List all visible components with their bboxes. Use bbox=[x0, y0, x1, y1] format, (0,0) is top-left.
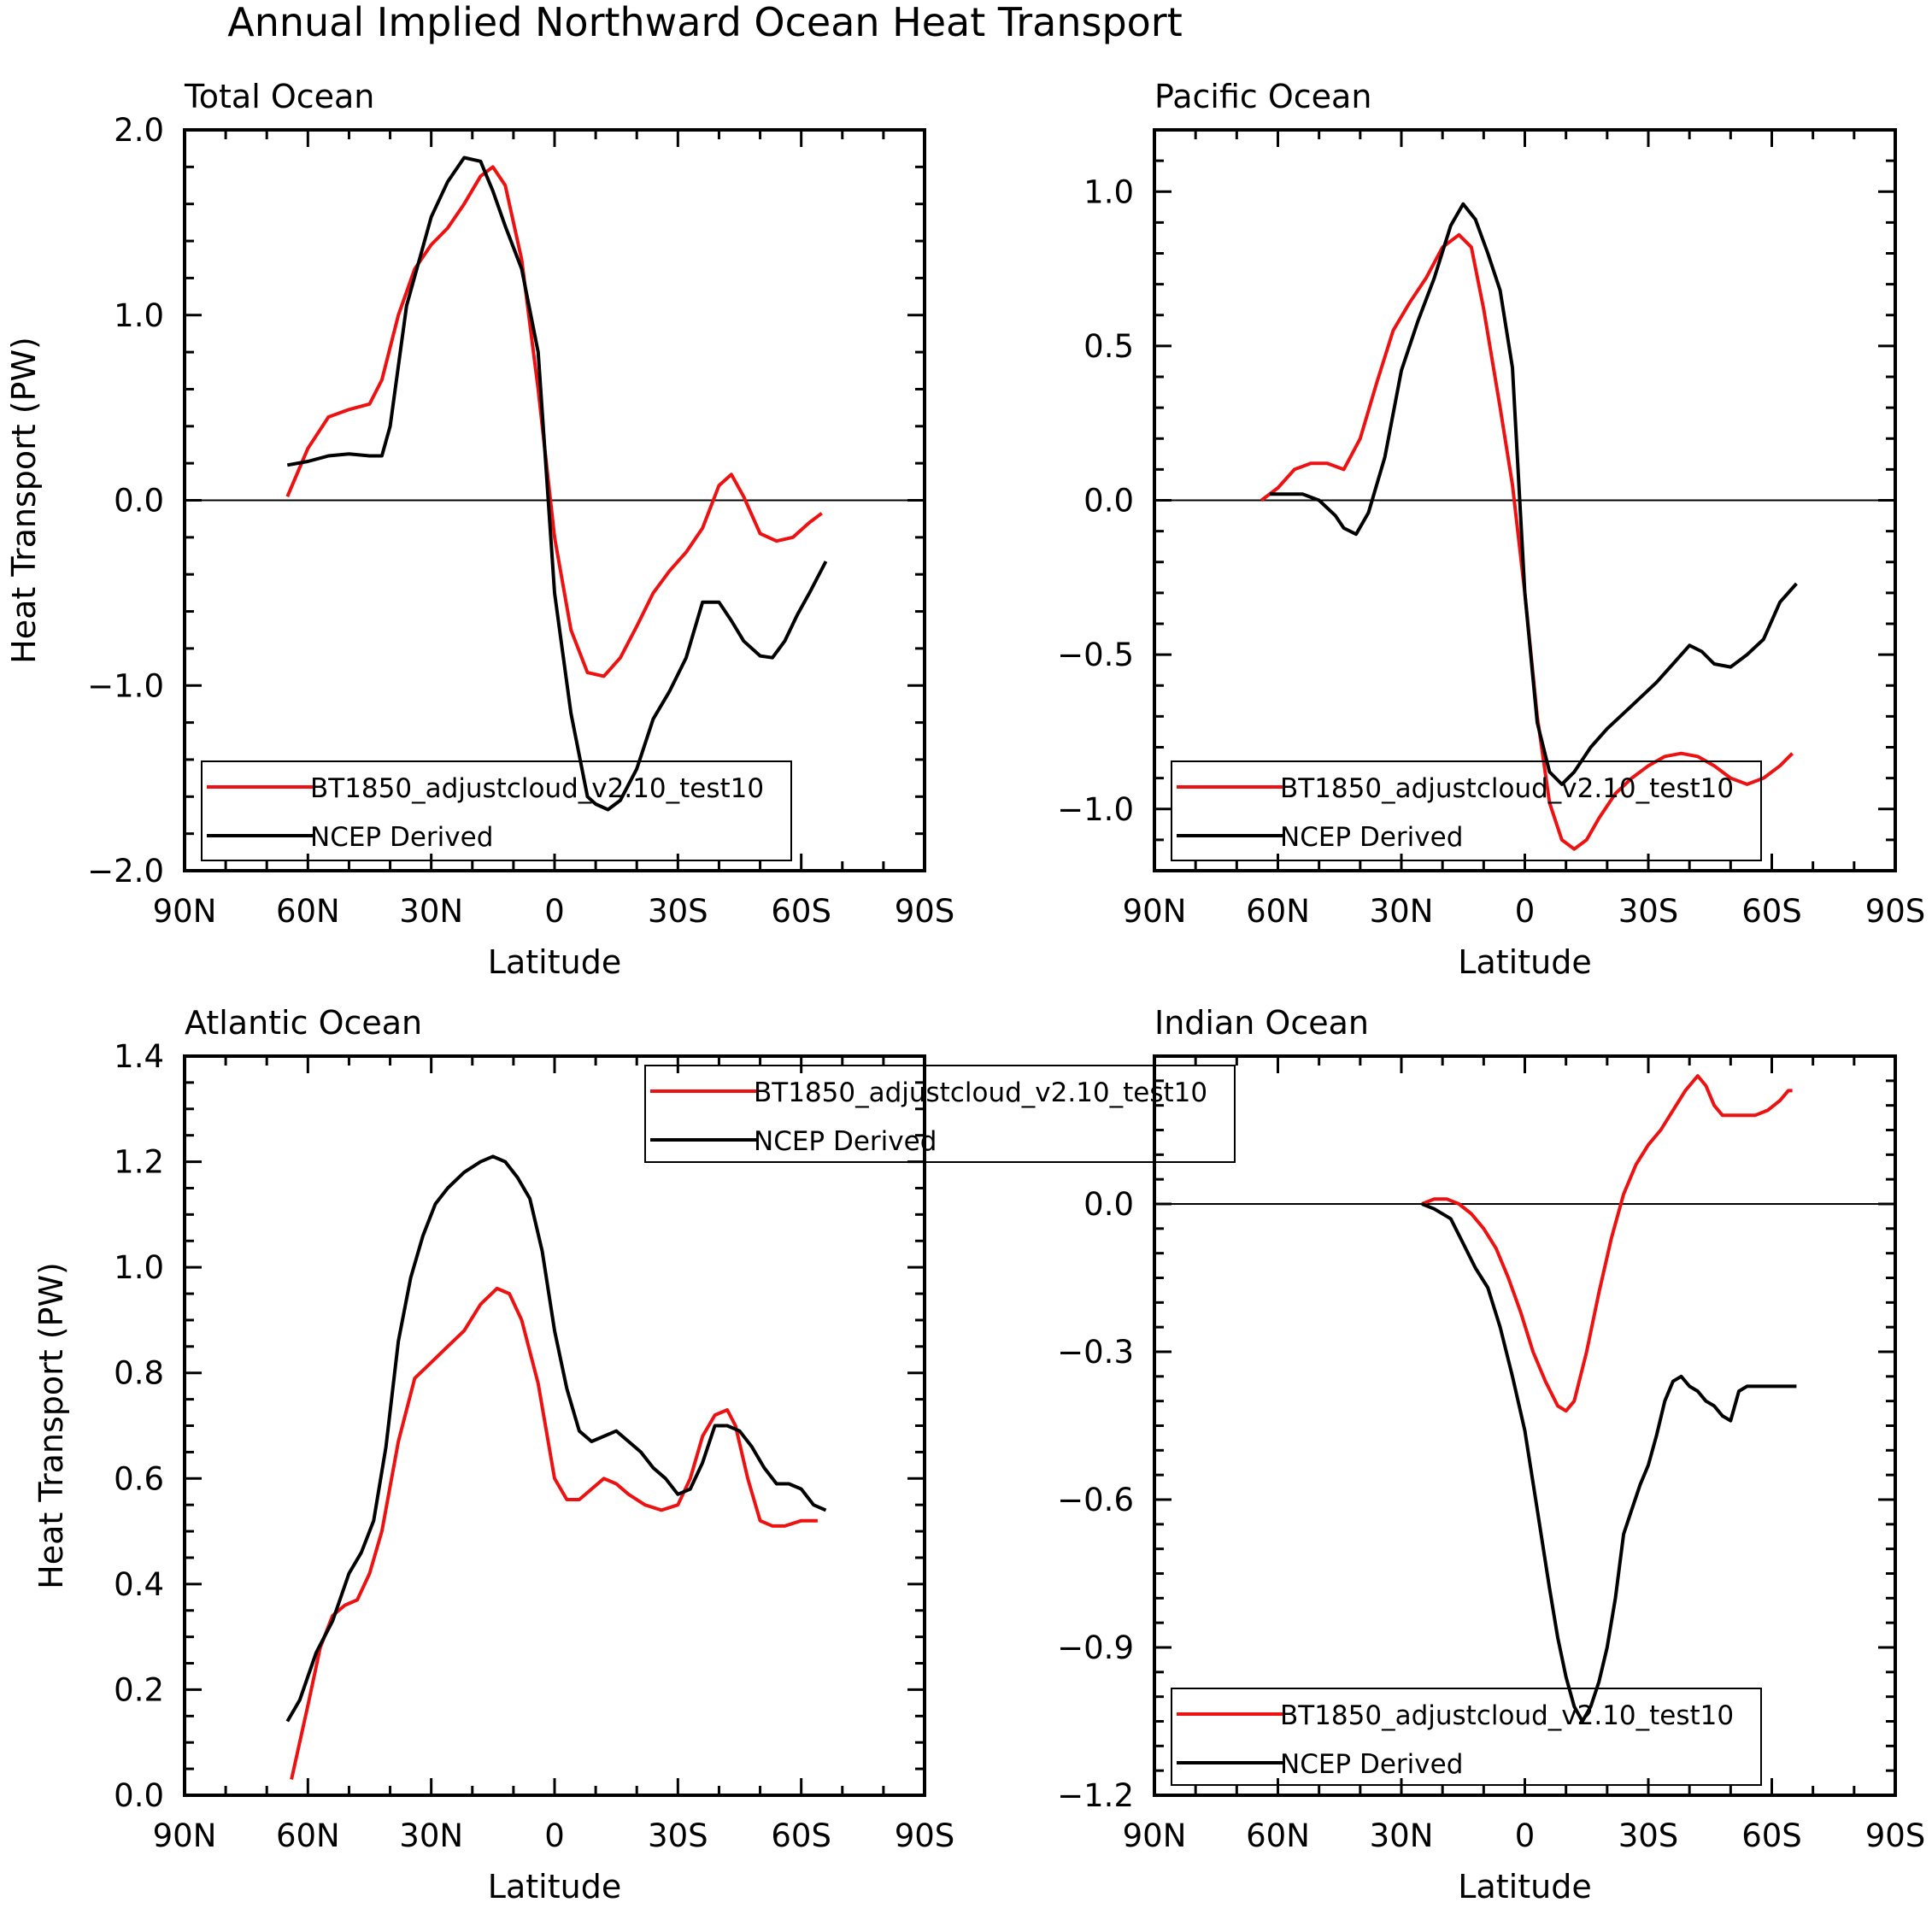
legend-label-ncep: NCEP Derived bbox=[1280, 1749, 1463, 1780]
x-tick-label: 60S bbox=[1741, 893, 1802, 930]
legend: BT1850_adjustcloud_v2.10_test10 NCEP Deri… bbox=[201, 760, 792, 861]
panel-title: Atlantic Ocean bbox=[185, 1004, 422, 1042]
panel-atlantic-ocean: Atlantic Ocean 90N 60N 30N 0 30S 60S 90S 0.0 0.2 0… bbox=[32, 1004, 1236, 1905]
y-tick-label: 1.0 bbox=[114, 1249, 164, 1286]
legend-label-model: BT1850_adjustcloud_v2.10_test10 bbox=[1280, 1700, 1734, 1731]
model-line bbox=[290, 1286, 818, 1780]
x-tick-label: 90S bbox=[1865, 893, 1926, 930]
model-line bbox=[1260, 232, 1794, 851]
x-tick-label: 90S bbox=[1865, 1817, 1926, 1854]
legend-box bbox=[1171, 1688, 1762, 1786]
x-tick-label: 30N bbox=[1370, 893, 1434, 930]
x-tick-label: 90S bbox=[895, 893, 955, 930]
figure-title: Annual Implied Northward Ocean Heat Tran… bbox=[227, 0, 1183, 45]
panel-title: Total Ocean bbox=[184, 78, 374, 115]
y-tick-label: 0.4 bbox=[114, 1566, 164, 1603]
x-tick-label: 30N bbox=[1370, 1817, 1434, 1854]
y-tick-label: 0.0 bbox=[114, 1777, 164, 1814]
legend: BT1850_adjustcloud_v2.10_test10 NCEP Deri… bbox=[644, 1065, 1236, 1163]
x-tick-label: 60S bbox=[771, 893, 831, 930]
y-tick-label: 0.8 bbox=[114, 1355, 164, 1392]
ncep-derived-line bbox=[285, 1154, 827, 1723]
x-tick-label: 60S bbox=[771, 1817, 831, 1854]
x-tick-label: 90N bbox=[153, 893, 217, 930]
legend: BT1850_adjustcloud_v2.10_test10 NCEP Deri… bbox=[1171, 760, 1762, 861]
legend-label-ncep: NCEP Derived bbox=[310, 822, 493, 853]
y-tick-label: 1.4 bbox=[114, 1038, 164, 1075]
ncep-derived-line bbox=[1269, 202, 1798, 786]
series-group bbox=[285, 156, 828, 812]
legend-box bbox=[1171, 760, 1762, 861]
legend-label-ncep: NCEP Derived bbox=[754, 1126, 937, 1157]
y-tick-label: −0.6 bbox=[1057, 1482, 1134, 1518]
x-tick-label: 30S bbox=[1618, 1817, 1679, 1854]
legend-box bbox=[644, 1065, 1236, 1163]
y-tick-label: 0.0 bbox=[114, 483, 164, 520]
panel-indian-ocean: Indian Ocean 90N 60N 30N 0 30S 60S 90S −1.2 −0.9 −… bbox=[1057, 1004, 1925, 1905]
ncep-derived-line bbox=[286, 156, 828, 812]
x-tick-label: 90S bbox=[895, 1817, 955, 1854]
y-tick-label: −1.2 bbox=[1057, 1777, 1134, 1814]
legend-label-model: BT1850_adjustcloud_v2.10_test10 bbox=[1280, 773, 1734, 804]
x-tick-label: 30N bbox=[399, 1817, 463, 1854]
y-tick-label: −1.0 bbox=[87, 667, 164, 704]
x-tick-label: 0 bbox=[544, 893, 565, 930]
y-axis-label: Heat Transport (PW) bbox=[5, 337, 43, 664]
x-tick-label: 90N bbox=[1123, 893, 1187, 930]
x-tick-label: 60N bbox=[1246, 893, 1310, 930]
y-tick-label: −0.5 bbox=[1057, 637, 1134, 673]
y-tick-label: 1.2 bbox=[114, 1144, 164, 1181]
panel-pacific-ocean: Pacific Ocean 90N 60N 30N 0 30S 60S 90S −1.0 −0.5… bbox=[1057, 78, 1925, 981]
x-tick-label: 30N bbox=[399, 893, 463, 930]
series-group bbox=[285, 1154, 827, 1780]
x-tick-label: 0 bbox=[544, 1817, 565, 1854]
panel-title: Indian Ocean bbox=[1154, 1004, 1369, 1042]
y-tick-label: −0.3 bbox=[1057, 1334, 1134, 1371]
y-tick-label: 1.0 bbox=[1083, 173, 1134, 210]
x-axis-label: Latitude bbox=[1458, 943, 1591, 981]
x-tick-label: 90N bbox=[153, 1817, 217, 1854]
y-tick-label: −0.9 bbox=[1057, 1629, 1134, 1666]
x-tick-label: 90N bbox=[1123, 1817, 1187, 1854]
x-tick-label: 60N bbox=[1246, 1817, 1310, 1854]
legend: BT1850_adjustcloud_v2.10_test10 NCEP Deri… bbox=[1171, 1688, 1762, 1786]
y-tick-label: −1.0 bbox=[1057, 791, 1134, 828]
y-axis-label: Heat Transport (PW) bbox=[32, 1262, 70, 1589]
y-tick-label: 1.0 bbox=[114, 297, 164, 334]
x-tick-label: 30S bbox=[648, 1817, 708, 1854]
y-tick-label: 0.6 bbox=[114, 1460, 164, 1497]
x-tick-label: 60N bbox=[276, 893, 340, 930]
y-tick-label: −2.0 bbox=[87, 853, 164, 890]
panel-title: Pacific Ocean bbox=[1154, 78, 1371, 115]
panel-total-ocean: Total Ocean 90N 60N 30N 0 30S 60S 90S −2.0 −1.0 0.… bbox=[5, 78, 954, 981]
model-line bbox=[1421, 1074, 1793, 1413]
y-tick-label: 2.0 bbox=[114, 112, 164, 149]
y-tick-label: 0.5 bbox=[1083, 328, 1134, 365]
x-tick-label: 0 bbox=[1515, 893, 1536, 930]
legend-label-model: BT1850_adjustcloud_v2.10_test10 bbox=[754, 1077, 1207, 1108]
x-tick-label: 60S bbox=[1741, 1817, 1802, 1854]
panels: Total Ocean 90N 60N 30N 0 30S 60S 90S −2.0 −1.0 0.… bbox=[5, 78, 1925, 1905]
y-tick-label: 0.0 bbox=[1083, 483, 1134, 520]
y-tick-label: 0.2 bbox=[114, 1671, 164, 1708]
legend-label-ncep: NCEP Derived bbox=[1280, 822, 1463, 853]
x-axis-label: Latitude bbox=[488, 1868, 621, 1905]
x-tick-label: 0 bbox=[1515, 1817, 1536, 1854]
legend-box bbox=[201, 760, 792, 861]
ncep-derived-line bbox=[1421, 1202, 1797, 1723]
x-tick-label: 30S bbox=[1618, 893, 1679, 930]
x-tick-label: 30S bbox=[648, 893, 708, 930]
x-tick-label: 60N bbox=[276, 1817, 340, 1854]
series-group bbox=[1260, 202, 1798, 851]
model-line bbox=[285, 165, 823, 678]
x-axis-label: Latitude bbox=[1458, 1868, 1591, 1905]
series-group bbox=[1421, 1074, 1797, 1723]
plot-frame bbox=[183, 1054, 926, 1797]
x-axis-label: Latitude bbox=[488, 943, 621, 981]
y-tick-label: 0.0 bbox=[1083, 1186, 1134, 1223]
legend-label-model: BT1850_adjustcloud_v2.10_test10 bbox=[310, 773, 764, 804]
